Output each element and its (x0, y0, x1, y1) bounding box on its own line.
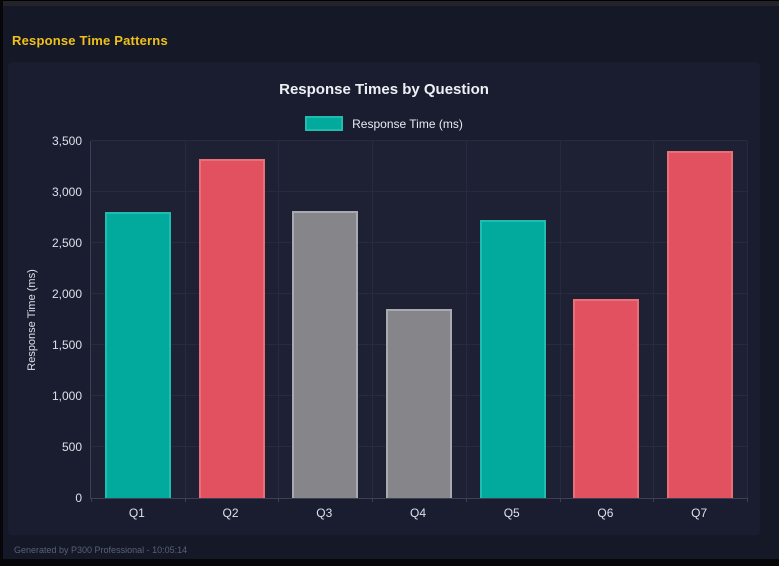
x-axis-tick (91, 498, 92, 502)
chart-legend[interactable]: Response Time (ms) (8, 116, 760, 131)
y-tick-label: 2,000 (51, 287, 82, 301)
legend-swatch-teal (305, 116, 344, 131)
x-tick-label: Q1 (128, 506, 145, 520)
bar-q7[interactable] (667, 151, 734, 498)
x-tick-label: Q7 (691, 506, 708, 520)
chart-panel: Response Times by Question Response Time… (8, 62, 760, 535)
x-axis-tick (747, 498, 748, 502)
gridline-horizontal (91, 140, 747, 141)
y-tick-label: 3,000 (51, 185, 82, 199)
footer-note: Generated by P300 Professional - 10:05:1… (14, 545, 188, 555)
bar-q3[interactable] (292, 211, 359, 498)
x-tick-label: Q4 (409, 506, 427, 520)
y-tick-label: 3,500 (51, 134, 82, 148)
gridline-vertical (747, 141, 748, 498)
y-tick-label: 2,500 (51, 236, 82, 250)
y-tick-label: 0 (75, 491, 82, 505)
x-tick-label: Q5 (503, 506, 520, 520)
x-axis-tick (185, 498, 186, 502)
bar-q5[interactable] (479, 220, 546, 498)
chart-title: Response Times by Question (279, 81, 489, 98)
x-tick-label: Q3 (316, 506, 333, 520)
y-tick-label: 1,000 (51, 389, 82, 403)
legend-label: Response Time (ms) (352, 116, 463, 131)
y-tick-label: 500 (61, 440, 82, 454)
gridline-vertical (185, 141, 186, 498)
bar-q1[interactable] (104, 212, 171, 498)
window-left-edge (0, 0, 3, 566)
window-bottom-edge (0, 559, 779, 566)
page-title: Response Time Patterns (12, 33, 168, 48)
gridline-vertical (278, 141, 279, 498)
y-axis-tick-labels: 0 500 1,000 1,500 2,000 2,500 3,000 3,500 (8, 134, 82, 505)
gridline-horizontal (91, 293, 747, 294)
plot-area (90, 140, 748, 502)
y-tick-label: 1,500 (51, 338, 82, 352)
gridline-vertical (466, 141, 467, 498)
gridline-horizontal (91, 191, 747, 192)
x-tick-label: Q6 (597, 506, 614, 520)
x-tick-label: Q2 (222, 506, 239, 520)
bar-q2[interactable] (198, 159, 265, 498)
window-top-strip (0, 0, 779, 6)
gridline-vertical (653, 141, 654, 498)
bar-q6[interactable] (573, 299, 640, 498)
bar-q4[interactable] (386, 309, 452, 498)
gridline-vertical (560, 141, 561, 498)
gridline-horizontal (91, 242, 747, 243)
gridline-vertical (372, 141, 373, 498)
x-axis-tick-labels: Q1 Q2 Q3 Q4 Q5 Q6 Q7 (90, 506, 746, 526)
x-axis-tick (278, 498, 279, 502)
x-axis-tick (372, 498, 373, 502)
x-axis-tick (466, 498, 467, 502)
x-axis-tick (560, 498, 561, 502)
x-axis-tick (653, 498, 654, 502)
